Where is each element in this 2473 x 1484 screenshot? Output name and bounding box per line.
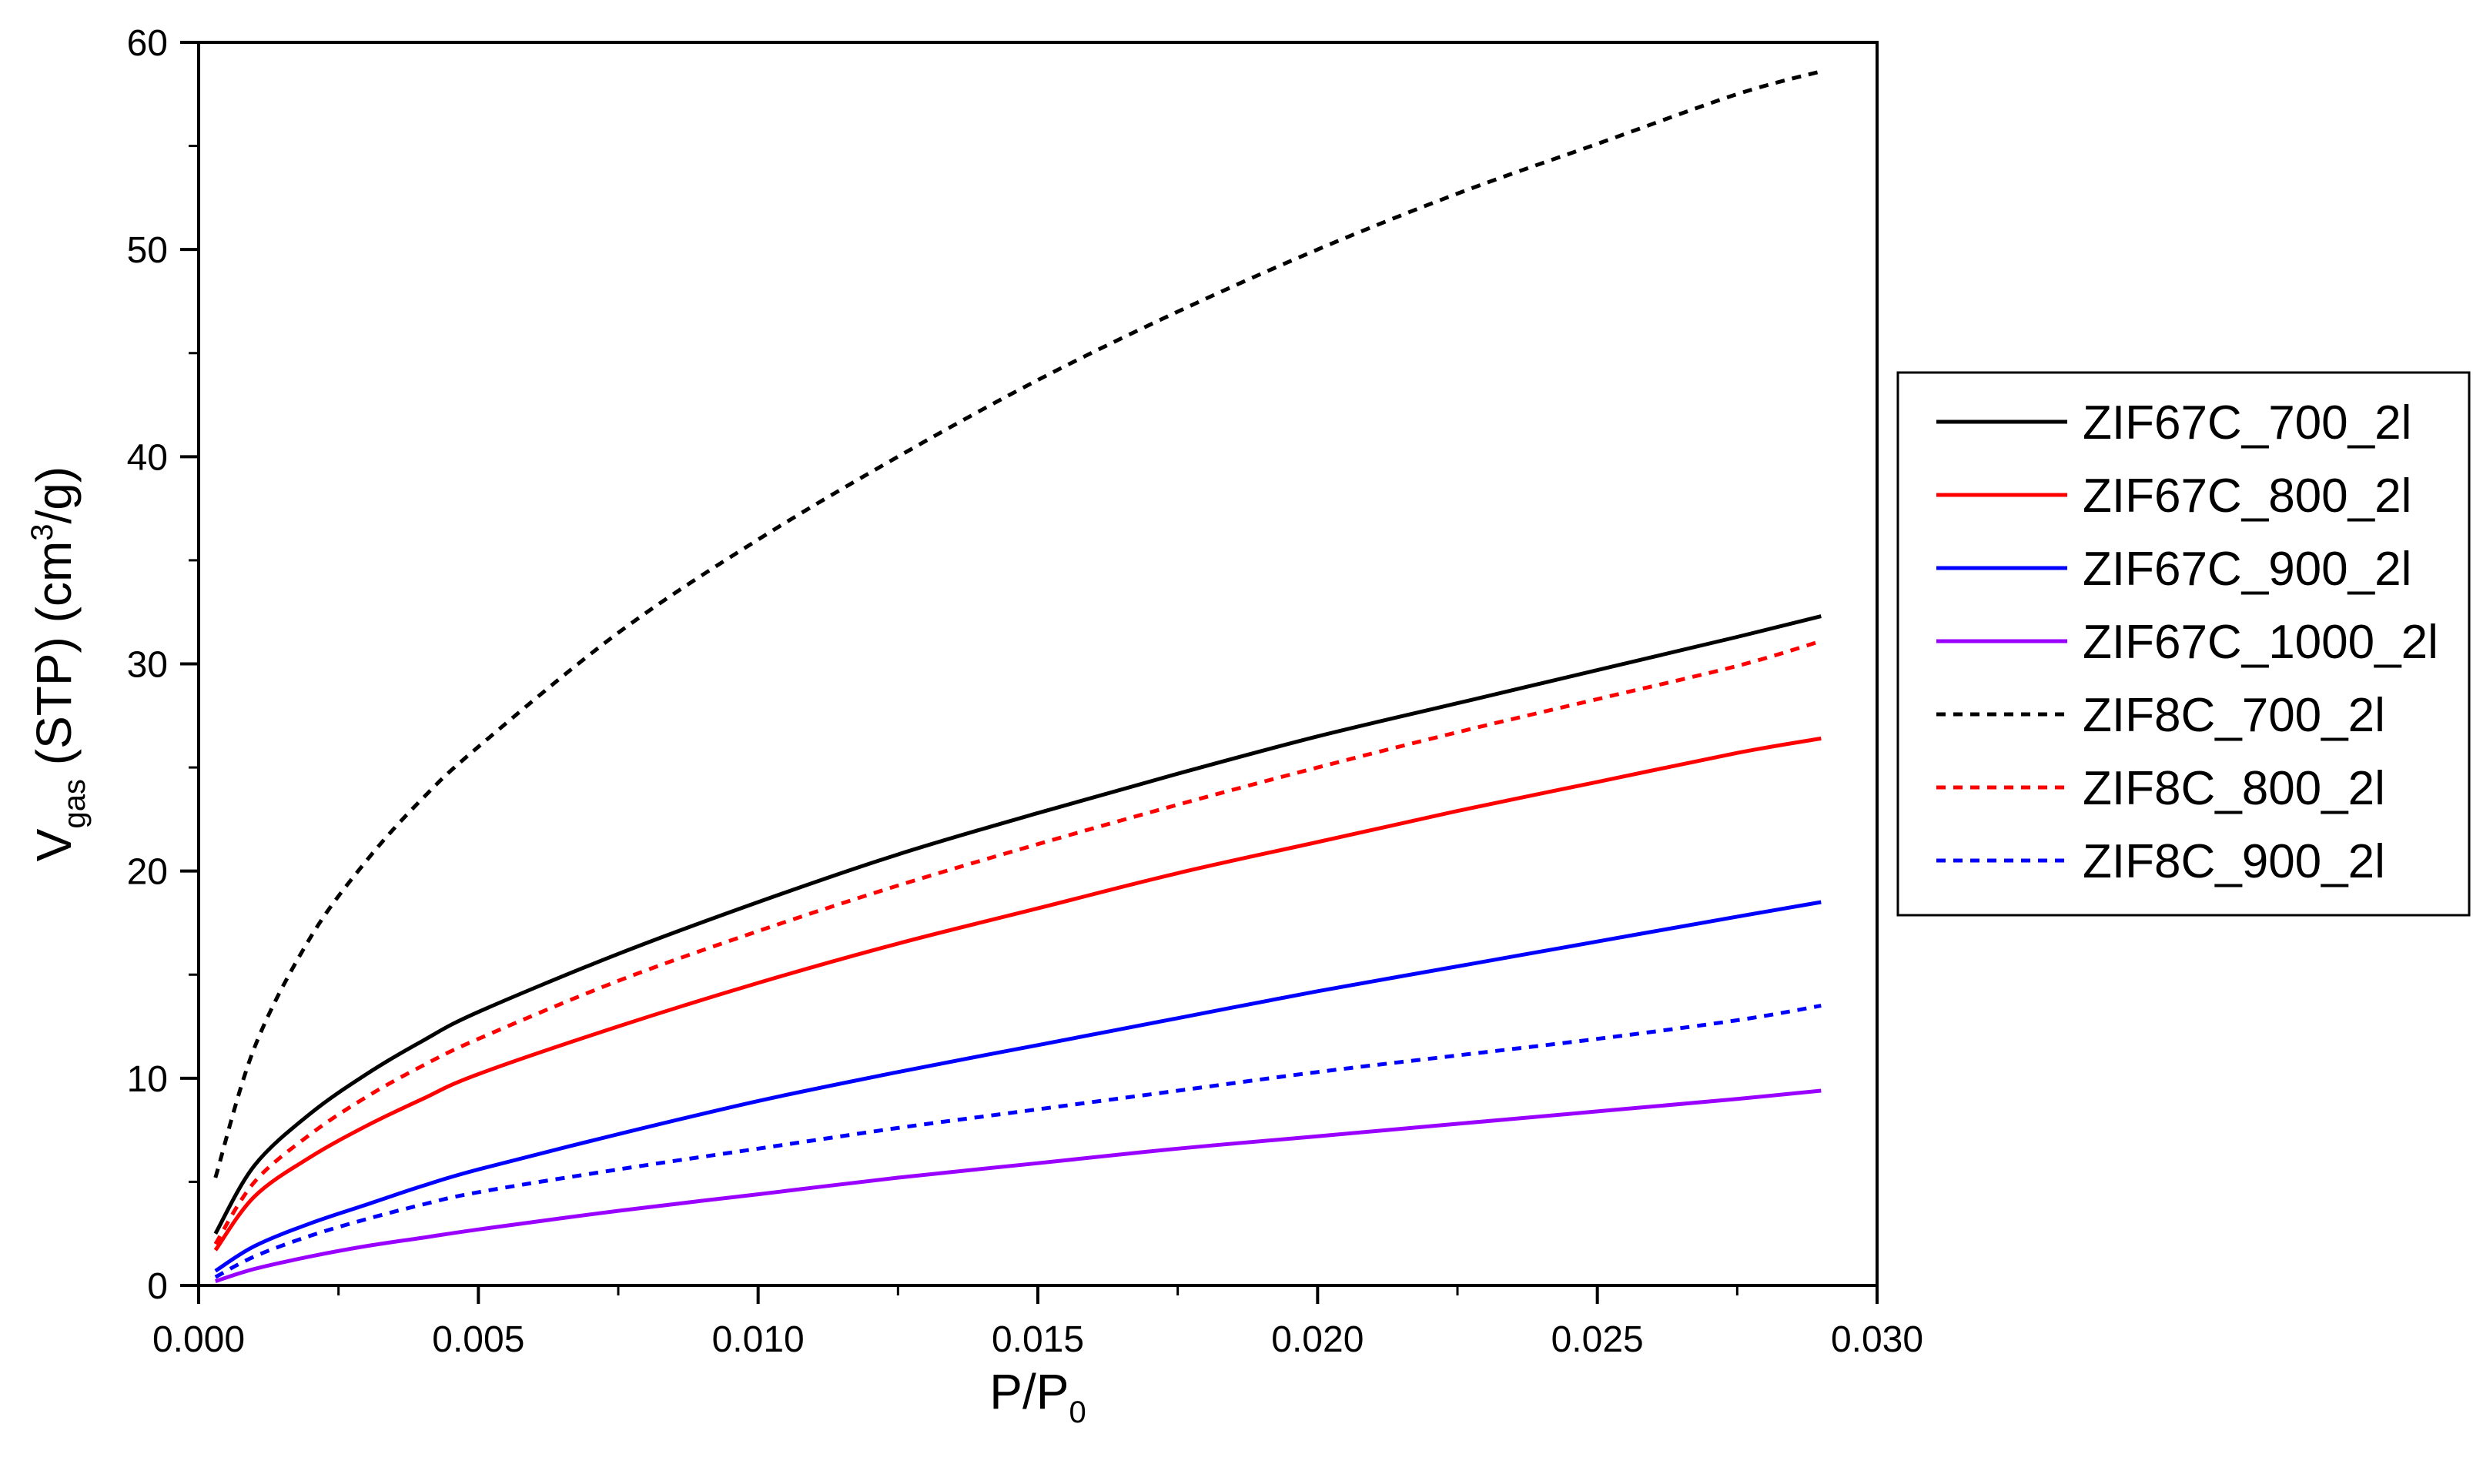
legend-label: ZIF8C_900_2l [2083,835,2385,888]
series-line-zif8c-900-2l [214,1004,1822,1279]
legend-item: ZIF8C_900_2l [1936,835,2385,888]
y-axis-title: Vgas (STP) (cm3/g) [25,466,92,861]
legend-item: ZIF8C_800_2l [1936,762,2385,815]
x-tick-label: 0.015 [992,1319,1084,1360]
x-tick-label: 0.030 [1831,1319,1923,1360]
series-line-zif8c-800-2l [213,639,1822,1245]
legend-item: ZIF67C_900_2l [1936,543,2411,596]
legend-item: ZIF8C_700_2l [1936,689,2385,742]
legend-label: ZIF67C_700_2l [2083,396,2411,450]
x-tick-label: 0.020 [1271,1319,1364,1360]
legend-label: ZIF67C_800_2l [2083,470,2411,523]
series-line-zif67c-900-2l [214,900,1822,1273]
y-tick-label: 40 [127,437,168,478]
y-tick-label: 60 [127,23,168,64]
series-line-zif67c-800-2l [213,736,1822,1252]
x-tick-label: 0.005 [432,1319,524,1360]
legend-label: ZIF8C_800_2l [2083,762,2385,815]
y-tick-label: 30 [127,645,168,686]
legend-label: ZIF8C_700_2l [2083,689,2385,742]
legend-box [1896,371,2471,917]
series-line-zif67c-1000-2l [215,1088,1822,1283]
x-tick-label: 0.010 [712,1319,805,1360]
y-tick-label: 10 [127,1059,168,1100]
x-tick-label: 0.025 [1551,1319,1644,1360]
legend-label: ZIF67C_1000_2l [2083,616,2438,669]
series-line-zif8c-700-2l [213,69,1822,1178]
series-line-zif67c-700-2l [213,614,1822,1235]
x-axis-title: P/P0 [989,1364,1086,1429]
x-tick-label: 0.000 [152,1319,245,1360]
y-tick-label: 20 [127,852,168,893]
legend-item: ZIF67C_1000_2l [1936,616,2438,669]
y-tick-label: 50 [127,230,168,271]
legend: ZIF67C_700_2l ZIF67C_800_2l ZIF67C_900_2l Z… [1896,371,2471,917]
legend-item: ZIF67C_800_2l [1936,470,2411,523]
y-tick-label: 0 [147,1266,168,1307]
legend-label: ZIF67C_900_2l [2083,543,2411,596]
series-lines [213,69,1822,1283]
axis-ticks: 0.000 0.005 0.010 0.015 0.020 0.025 0.030 0 10 20… [127,23,1923,1360]
legend-item: ZIF67C_700_2l [1936,396,2411,450]
